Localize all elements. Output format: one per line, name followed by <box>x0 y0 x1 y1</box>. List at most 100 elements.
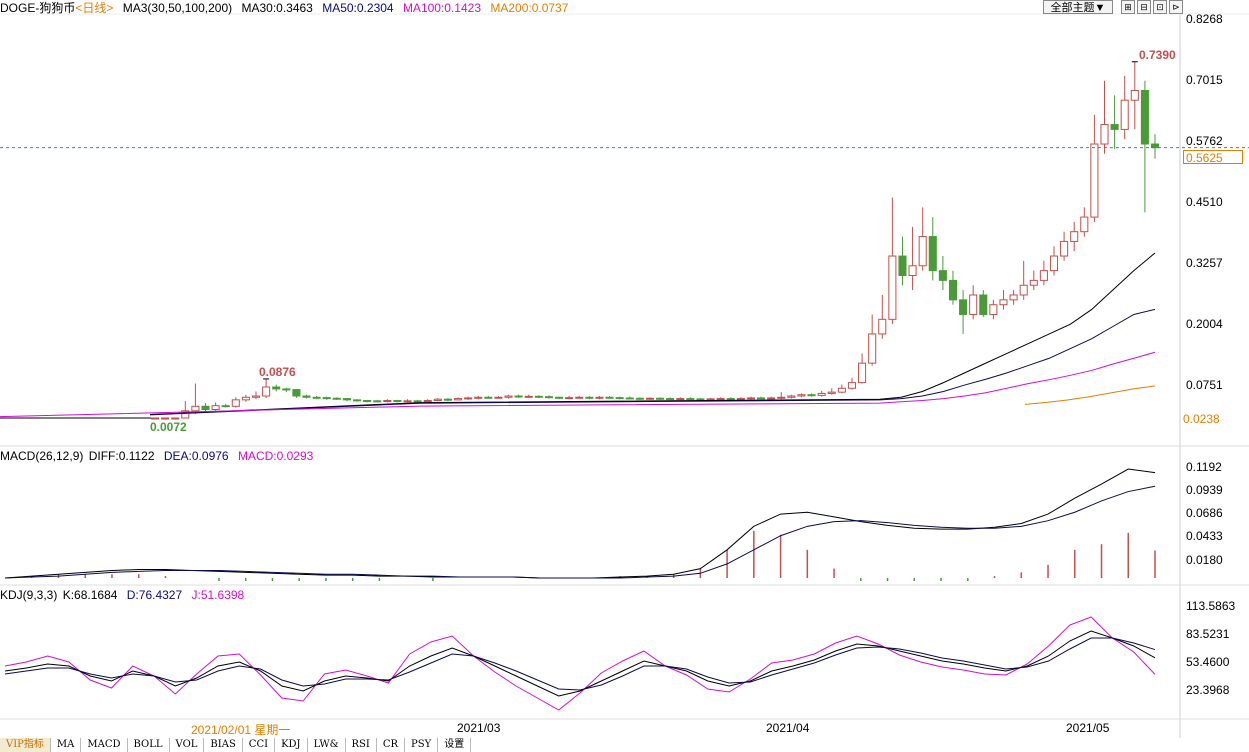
price-tick: 0.2004 <box>1186 317 1223 331</box>
candle-body <box>817 392 826 396</box>
macd-tick: 0.0686 <box>1186 506 1223 520</box>
kdj-j-line <box>4 616 1156 711</box>
candle-body <box>171 417 180 420</box>
zoom-in-icon[interactable]: ⊞ <box>1121 0 1135 14</box>
candle-body <box>736 398 745 401</box>
candle-body <box>251 395 261 398</box>
candle-body <box>777 396 786 399</box>
candle-body <box>312 396 321 399</box>
candle-body <box>948 279 958 301</box>
kdj-title[interactable]: KDJ(9,3,3) <box>0 588 58 602</box>
price-tick: 0.7015 <box>1186 73 1223 87</box>
kdj-k: K:68.1684 <box>62 588 118 602</box>
tab-macd[interactable]: MACD <box>81 738 128 752</box>
zoom-out-icon[interactable]: ⊟ <box>1137 0 1151 14</box>
candle-body <box>746 397 755 400</box>
candle-body <box>1130 89 1139 101</box>
candle-body <box>837 387 846 393</box>
macd-dea-line <box>4 485 1156 579</box>
candle-body <box>635 397 644 400</box>
ma200-line <box>1024 385 1156 405</box>
candle-body <box>332 397 341 400</box>
x-label-may: 2021/05 <box>1066 721 1110 735</box>
ma30-value: MA30:0.3463 <box>241 1 313 15</box>
candle-body <box>221 405 230 408</box>
kdj-tick: 23.3968 <box>1186 683 1230 697</box>
main-chart-header: DOGE-狗狗币<日线> MA3(30,50,100,200) MA30:0.3… <box>0 0 574 16</box>
candle-body <box>878 318 887 335</box>
candle-body <box>464 397 473 400</box>
candle-body <box>231 399 240 407</box>
candle-body <box>605 396 614 399</box>
macd-tick: 0.0180 <box>1186 553 1223 567</box>
candle-body <box>888 255 897 320</box>
macd-title[interactable]: MACD(26,12,9) <box>0 449 84 463</box>
candle-body <box>615 397 624 400</box>
candle-body <box>201 405 210 411</box>
candle-body <box>1140 89 1149 145</box>
candle-body <box>847 382 857 389</box>
tab-psy[interactable]: PSY <box>405 738 439 752</box>
candle-body <box>272 386 281 390</box>
theme-dropdown[interactable]: 全部主题▼ <box>1043 0 1113 14</box>
price-tick: 0.5762 <box>1186 134 1223 148</box>
candle-body <box>474 396 483 399</box>
candle-body <box>555 396 564 399</box>
kdj-header: KDJ(9,3,3) K:68.1684 D:76.4327 J:51.6398 <box>0 587 250 603</box>
ma100-line <box>0 351 1156 418</box>
candle-body <box>161 417 170 420</box>
candle-body <box>1080 216 1089 233</box>
kdj-d-line <box>4 637 1156 691</box>
candle-body <box>1039 270 1048 281</box>
candle-body <box>443 398 452 401</box>
tab-kdj[interactable]: KDJ <box>275 738 308 752</box>
candlestick-series <box>0 61 1249 420</box>
kdj-d: D:76.4327 <box>126 588 183 602</box>
kdj-tick: 83.5231 <box>1186 627 1230 641</box>
tab-lw[interactable]: LW& <box>307 738 346 752</box>
candle-body <box>706 398 715 401</box>
price-tick: 0.3257 <box>1186 256 1223 270</box>
candle-body <box>918 236 927 267</box>
ma30-line <box>149 252 1156 416</box>
macd-tick: 0.0939 <box>1186 483 1223 497</box>
candle-body <box>1049 255 1059 272</box>
tab-ma[interactable]: MA <box>50 738 82 752</box>
candle-body <box>302 395 311 398</box>
tab-vip[interactable]: VIP指标 <box>0 738 51 752</box>
candle-body <box>211 405 220 411</box>
candle-body <box>191 405 200 412</box>
candle-body <box>1110 124 1119 130</box>
scroll-right-icon[interactable]: ⊳ <box>1169 0 1183 14</box>
ma50-value: MA50:0.2304 <box>322 1 394 15</box>
period-label[interactable]: <日线> <box>75 1 114 15</box>
macd-panel <box>4 468 1156 581</box>
candle-body <box>393 400 402 403</box>
price-tick: 0.0751 <box>1186 378 1223 392</box>
tab-boll[interactable]: BOLL <box>127 738 170 752</box>
x-label-apr: 2021/04 <box>766 721 810 735</box>
candle-body <box>150 417 160 420</box>
fit-view-icon[interactable]: ⊡ <box>1153 0 1167 14</box>
candle-body <box>514 395 523 398</box>
tab-settings[interactable]: 设置 <box>438 738 472 752</box>
candle-body <box>868 333 877 364</box>
candle-body <box>999 299 1008 306</box>
high-annotation: 0.7390 <box>1139 48 1176 62</box>
moving-average-lines <box>0 252 1156 418</box>
ma-group-label[interactable]: MA3(30,50,100,200) <box>122 1 233 15</box>
candle-body <box>181 410 190 419</box>
tab-rsi[interactable]: RSI <box>345 738 377 752</box>
tab-cci[interactable]: CCI <box>242 738 276 752</box>
candle-body <box>1029 279 1038 286</box>
candle-body <box>585 396 594 399</box>
tab-vol[interactable]: VOL <box>169 738 205 752</box>
tab-bias[interactable]: BIAS <box>204 738 243 752</box>
candle-body <box>807 394 816 397</box>
tab-cr[interactable]: CR <box>376 738 406 752</box>
x-label-mar: 2021/03 <box>457 721 501 735</box>
candle-body <box>1090 143 1099 218</box>
price-tick: 0.8268 <box>1186 12 1223 26</box>
macd-dea: DEA:0.0976 <box>163 449 229 463</box>
